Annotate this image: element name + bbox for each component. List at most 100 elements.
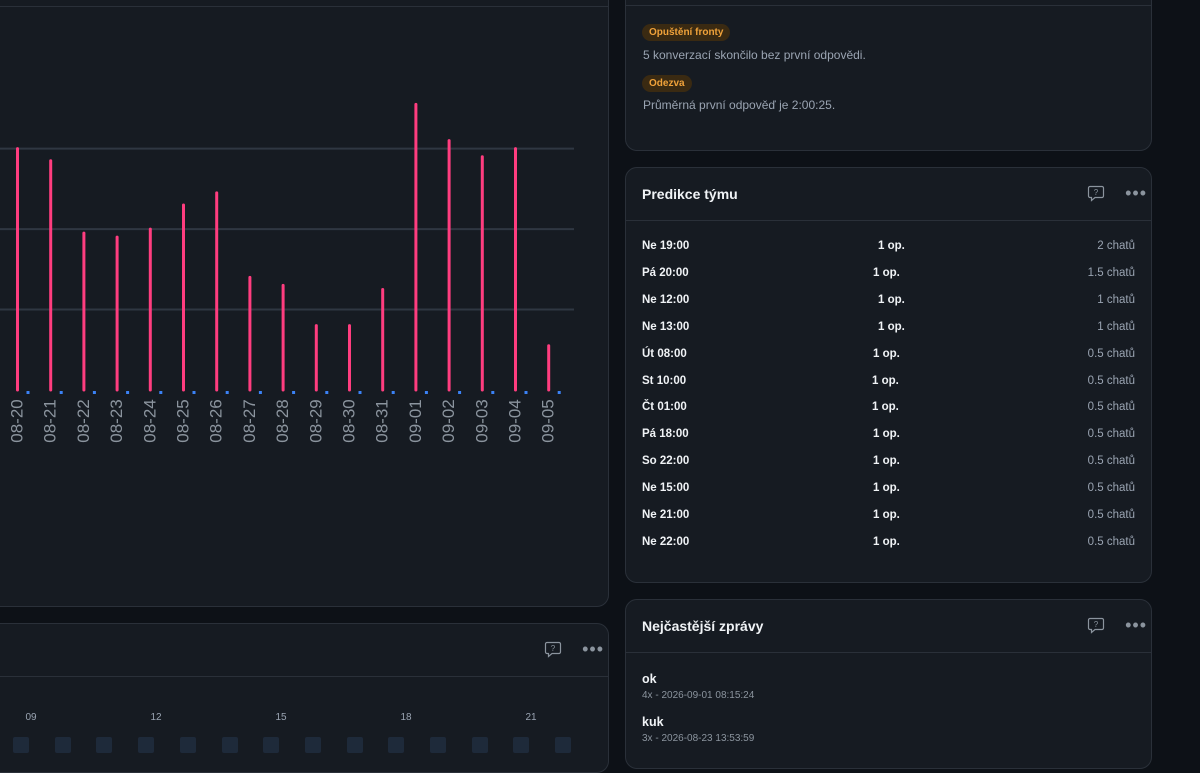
heatmap-cell: [221, 737, 238, 753]
heatmap-cell: [179, 737, 196, 753]
more-dots-icon[interactable]: •••: [1125, 183, 1147, 203]
hour-label: 15: [275, 712, 287, 723]
prediction-chats: 0.5 chatů: [1087, 347, 1135, 360]
heatmap-cell: [138, 737, 155, 753]
bar-series-2[interactable]: [424, 391, 428, 394]
card-header-divider: [0, 6, 608, 7]
prediction-operators: 1 op.: [873, 455, 900, 468]
x-tick-label: 08-31: [373, 399, 392, 442]
prediction-time: Ne 12:00: [642, 293, 690, 306]
daily-bar-chart: 08-20 08-21 08-22 08-23 08-24 08-25 08-26 08-27…: [0, 102, 574, 443]
insights-card: Opuštění fronty 5 konverzací skončilo be…: [625, 0, 1152, 151]
daily-chart-card: 08-20 08-21 08-22 08-23 08-24 08-25 08-26 08-27…: [0, 0, 609, 607]
prediction-operators: 1 op.: [873, 428, 900, 441]
bar-series-2[interactable]: [292, 391, 296, 394]
prediction-chats: 0.5 chatů: [1087, 401, 1135, 414]
bar-series-2[interactable]: [225, 391, 229, 394]
hour-label: 18: [400, 712, 412, 723]
prediction-operators: 1 op.: [873, 266, 900, 279]
svg-text:?: ?: [1094, 188, 1099, 197]
prediction-chats: 0.5 chatů: [1087, 374, 1135, 387]
prediction-operators: 1 op.: [878, 240, 905, 252]
x-tick-label: 08-30: [340, 399, 359, 442]
top-messages-card: Nejčastější zprávy ? ••• ok 4x - 2026-09…: [625, 599, 1152, 769]
heatmap-cell: [13, 737, 29, 753]
bar-series-2[interactable]: [458, 391, 462, 394]
card-header: Predikce týmu ? •••: [626, 168, 1151, 221]
prediction-row: Čt 01:00 1 op. 0.5 chatů: [642, 398, 1135, 418]
x-tick-label: 09-04: [506, 399, 525, 442]
prediction-chats: 0.5 chatů: [1087, 428, 1135, 441]
prediction-row: Pá 20:00 1 op. 1.5 chatů: [642, 264, 1135, 284]
bar-series-2[interactable]: [325, 391, 329, 394]
prediction-time: Ne 21:00: [642, 509, 690, 521]
prediction-operators: 1 op.: [873, 482, 900, 495]
message-text: ok: [642, 672, 657, 686]
card-title: Nejčastější zprávy: [642, 618, 764, 634]
svg-text:?: ?: [1094, 620, 1099, 629]
bar-series-2[interactable]: [26, 391, 30, 394]
prediction-row: Ne 15:00 1 op. 0.5 chatů: [642, 479, 1135, 499]
heatmap-cell: [304, 737, 321, 753]
prediction-operators: 1 op.: [878, 320, 905, 333]
bar-series-2[interactable]: [258, 391, 262, 394]
bar-series-2[interactable]: [557, 391, 561, 394]
prediction-chats: 0.5 chatů: [1087, 535, 1135, 548]
bar-series-2[interactable]: [159, 391, 163, 394]
x-tick-label: 09-03: [472, 399, 491, 442]
bar-series-2[interactable]: [524, 391, 528, 394]
x-tick-label: 09-02: [439, 399, 458, 442]
team-prediction-card: Predikce týmu ? ••• Ne 19:00 1 op. 2 chatů…: [625, 167, 1152, 583]
x-tick-label: 08-22: [74, 399, 93, 442]
bar-series-2[interactable]: [491, 391, 495, 394]
prediction-chats: 1 chatů: [1097, 293, 1135, 306]
prediction-operators: 1 op.: [873, 535, 900, 548]
hourly-heatmap-card: ? ••• 09 12 15 18 21: [0, 623, 609, 773]
prediction-row: Ne 22:00 1 op. 0.5 chatů: [642, 533, 1135, 553]
card-title: Predikce týmu: [642, 186, 738, 202]
bar-series-2[interactable]: [92, 391, 96, 394]
prediction-chats: 0.5 chatů: [1087, 509, 1135, 521]
heatmap-cell: [54, 737, 71, 753]
heatmap-cell: [263, 737, 280, 753]
bar-series-2[interactable]: [126, 391, 130, 394]
prediction-row: So 22:00 1 op. 0.5 chatů: [642, 452, 1135, 472]
prediction-time: St 10:00: [642, 374, 687, 387]
insight-badge-queue-abandon: Opuštění fronty: [642, 24, 731, 41]
x-tick-label: 08-28: [273, 399, 292, 442]
bar-series-2[interactable]: [192, 391, 196, 394]
prediction-time: Ne 15:00: [642, 482, 690, 495]
prediction-row: Ne 13:00 1 op. 1 chatů: [642, 318, 1135, 338]
x-tick-label: 08-21: [41, 399, 60, 442]
heatmap-cell: [555, 737, 572, 753]
hour-label: 09: [25, 712, 37, 723]
card-header: Nejčastější zprávy ? •••: [626, 600, 1151, 653]
prediction-operators: 1 op.: [873, 509, 900, 521]
bar-series-2[interactable]: [391, 391, 395, 394]
help-bubble-icon[interactable]: ?: [1087, 616, 1105, 634]
bar-series-2[interactable]: [59, 391, 63, 394]
prediction-operators: 1 op.: [872, 374, 899, 387]
prediction-time: Pá 20:00: [642, 266, 689, 279]
prediction-chats: 1.5 chatů: [1087, 266, 1135, 279]
prediction-time: Čt 01:00: [642, 401, 687, 414]
x-tick-label: 09-05: [539, 399, 558, 442]
prediction-chats: 2 chatů: [1097, 240, 1135, 252]
prediction-chats: 1 chatů: [1097, 320, 1135, 333]
x-tick-label: 08-27: [240, 399, 259, 442]
x-tick-label: 08-24: [140, 399, 159, 442]
prediction-time: Ne 22:00: [642, 535, 690, 548]
more-dots-icon[interactable]: •••: [582, 639, 604, 659]
message-meta: 3x - 2026-08-23 13:53:59: [642, 733, 755, 744]
card-header-divider: [626, 5, 1151, 6]
x-tick-label: 08-29: [306, 399, 325, 442]
more-dots-icon[interactable]: •••: [1125, 615, 1147, 635]
prediction-row: Ne 12:00 1 op. 1 chatů: [642, 291, 1135, 311]
help-bubble-icon[interactable]: ?: [1087, 184, 1105, 202]
x-tick-label: 08-23: [107, 399, 126, 442]
heatmap-cell: [513, 737, 530, 753]
prediction-row: Út 08:00 1 op. 0.5 chatů: [642, 345, 1135, 365]
help-bubble-icon[interactable]: ?: [544, 640, 562, 658]
bar-series-2[interactable]: [358, 391, 362, 394]
prediction-chats: 0.5 chatů: [1087, 482, 1135, 495]
